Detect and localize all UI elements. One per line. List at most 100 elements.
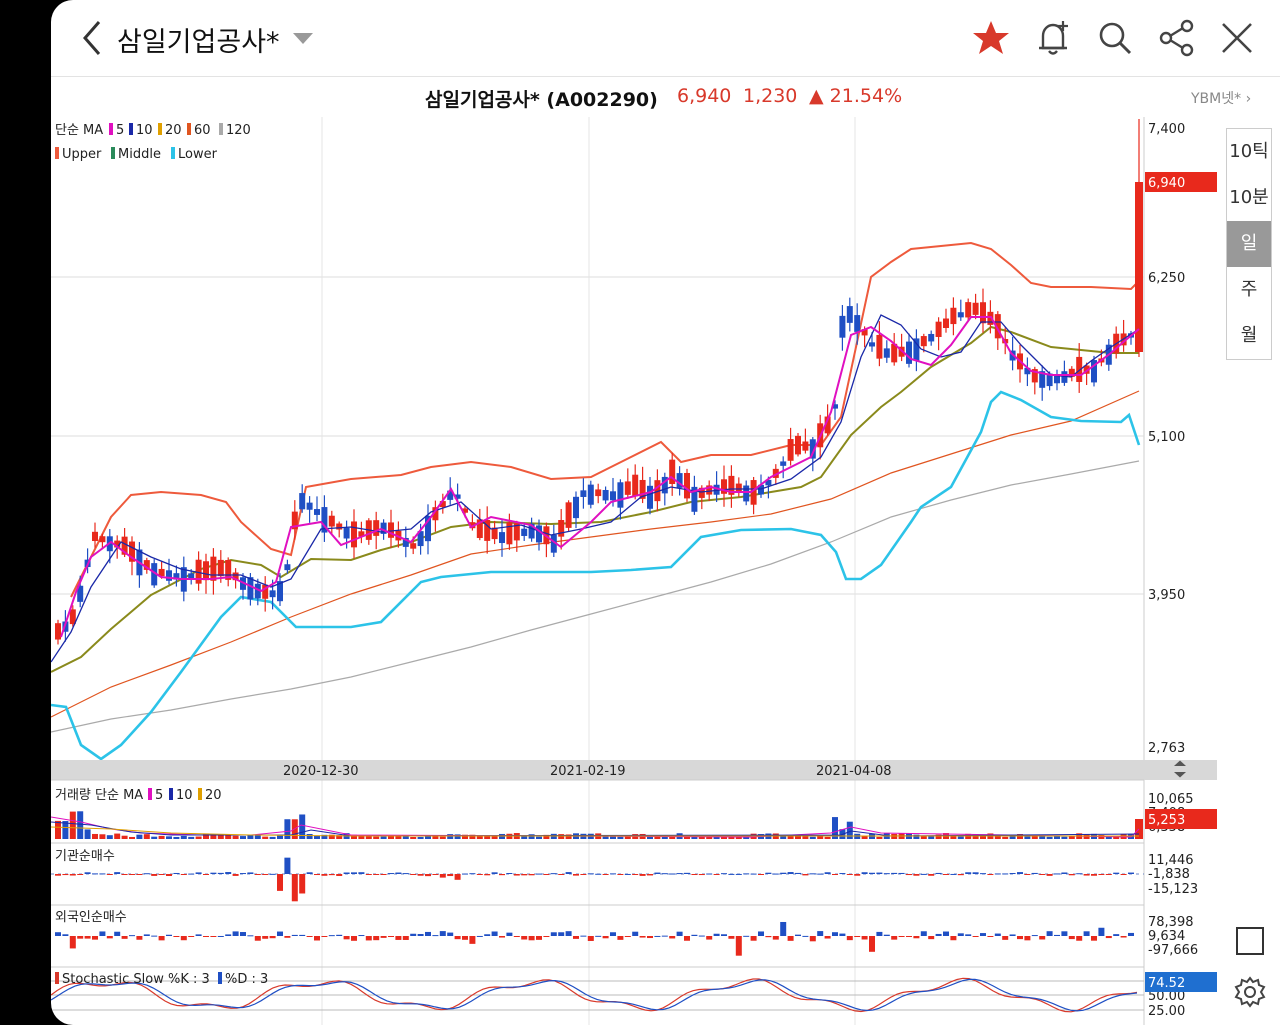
- gear-icon[interactable]: [1233, 975, 1267, 1009]
- legend-swatch-lower: [171, 147, 175, 159]
- resize-handle-icon[interactable]: [1174, 760, 1186, 778]
- period-10tick[interactable]: 10틱: [1229, 141, 1269, 162]
- volume-bar: [528, 834, 535, 839]
- foreign-bar: [1024, 936, 1031, 941]
- candle-body: [920, 336, 927, 347]
- volume-bar: [920, 836, 927, 839]
- candle-body: [580, 490, 587, 497]
- volume-bar: [454, 834, 461, 839]
- volume-bar: [691, 835, 698, 839]
- foreign-bar: [550, 932, 557, 936]
- candle-body: [721, 479, 727, 494]
- candle-body: [713, 484, 720, 495]
- candle-body: [854, 315, 861, 332]
- candle-body: [765, 479, 772, 486]
- institution-bar: [721, 873, 727, 875]
- candle-body: [972, 302, 979, 315]
- foreign-bar: [721, 934, 727, 936]
- foreign-bar: [92, 936, 98, 940]
- candle-body: [684, 472, 690, 499]
- foreign-bar: [698, 935, 705, 937]
- institution-bar: [395, 872, 402, 874]
- related-stock-link[interactable]: YBM넷* ›: [1191, 88, 1251, 108]
- fullscreen-icon[interactable]: [1233, 924, 1267, 958]
- volume-bar: [410, 836, 417, 839]
- candle-body: [291, 511, 298, 530]
- candle-body: [669, 459, 676, 484]
- foreign-bar: [639, 936, 646, 938]
- foreign-bar: [55, 932, 61, 936]
- stock-chart[interactable]: 단순 MA 5 10 20 60 120 Upper Middle Lower …: [51, 117, 1280, 1025]
- legend-swatch-upper: [55, 147, 59, 159]
- date-tick-3: 2021-04-08: [816, 764, 892, 779]
- foreign-tick-c: -97,666: [1148, 943, 1198, 958]
- volume-bar: [684, 836, 690, 839]
- foreign-bar: [772, 936, 779, 940]
- foreign-bar: [758, 931, 764, 936]
- back-icon[interactable]: [77, 18, 113, 58]
- institution-bar: [358, 872, 365, 874]
- period-10min[interactable]: 10분: [1229, 187, 1269, 208]
- close-icon[interactable]: [1217, 18, 1257, 58]
- institution-bar: [269, 873, 276, 875]
- candle-body: [528, 523, 535, 539]
- institution-bar: [476, 874, 483, 875]
- search-icon[interactable]: [1095, 18, 1135, 58]
- foreign-bar: [876, 931, 883, 936]
- foreign-bar: [935, 933, 942, 936]
- foreign-bar: [1113, 934, 1120, 936]
- institution-bar: [402, 873, 409, 875]
- foreign-bar: [232, 931, 239, 936]
- date-axis-bar[interactable]: [51, 760, 1217, 780]
- foreign-tick-a: 78,398: [1148, 915, 1194, 930]
- institution-bar: [639, 874, 646, 876]
- chevron-down-icon[interactable]: [291, 30, 315, 46]
- volume-bar: [1031, 835, 1038, 839]
- stoch-tick-25: 25.00: [1148, 1004, 1185, 1019]
- candle-body: [587, 484, 594, 505]
- institution-bar: [425, 874, 431, 877]
- star-icon[interactable]: [971, 18, 1011, 58]
- volume-bar: [439, 836, 446, 839]
- price-tick-2763: 2,763: [1148, 741, 1185, 756]
- foreign-bar: [765, 936, 772, 938]
- candle-body: [735, 483, 742, 493]
- institution-bar: [950, 873, 957, 875]
- volume-bar: [462, 834, 468, 839]
- institution-tick-c: -15,123: [1148, 882, 1198, 897]
- volume-legend: 거래량 단순 MA 5 10 20: [55, 788, 222, 803]
- foreign-bar: [809, 936, 816, 942]
- foreign-bar: [787, 936, 794, 941]
- volume-bar: [846, 821, 853, 839]
- stoch-d-label: %D : 3: [225, 972, 268, 987]
- foreign-bar: [62, 934, 69, 936]
- institution-bar: [706, 873, 713, 875]
- candle-body: [254, 583, 261, 599]
- candle-body: [647, 485, 653, 509]
- stochastic-legend: Stochastic Slow %K : 3 %D : 3: [55, 972, 268, 987]
- volume-bar: [321, 834, 328, 839]
- institution-bar: [1054, 873, 1060, 875]
- period-month[interactable]: 월: [1240, 325, 1258, 346]
- foreign-bar: [151, 935, 158, 937]
- stoch-d-swatch: [218, 972, 222, 984]
- stoch-tick-50: 50.00: [1148, 989, 1185, 1004]
- period-day[interactable]: 일: [1227, 221, 1271, 267]
- candle-body: [328, 515, 335, 527]
- foreign-bar: [447, 932, 454, 936]
- volume-bar: [654, 836, 661, 839]
- period-week[interactable]: 주: [1240, 279, 1258, 300]
- institution-bar: [795, 872, 801, 874]
- volume-bar: [817, 835, 824, 839]
- candle-body: [780, 461, 787, 466]
- foreign-bar: [928, 936, 935, 940]
- candle-body: [980, 302, 986, 324]
- volume-ma20-line: [51, 826, 1139, 837]
- volume-bar: [69, 811, 76, 839]
- bell-plus-icon[interactable]: [1033, 18, 1073, 58]
- institution-bar: [217, 872, 224, 874]
- share-icon[interactable]: [1157, 18, 1197, 58]
- legend-swatch-middle: [111, 147, 115, 159]
- foreign-bar: [980, 933, 986, 936]
- institution-bar: [447, 874, 454, 877]
